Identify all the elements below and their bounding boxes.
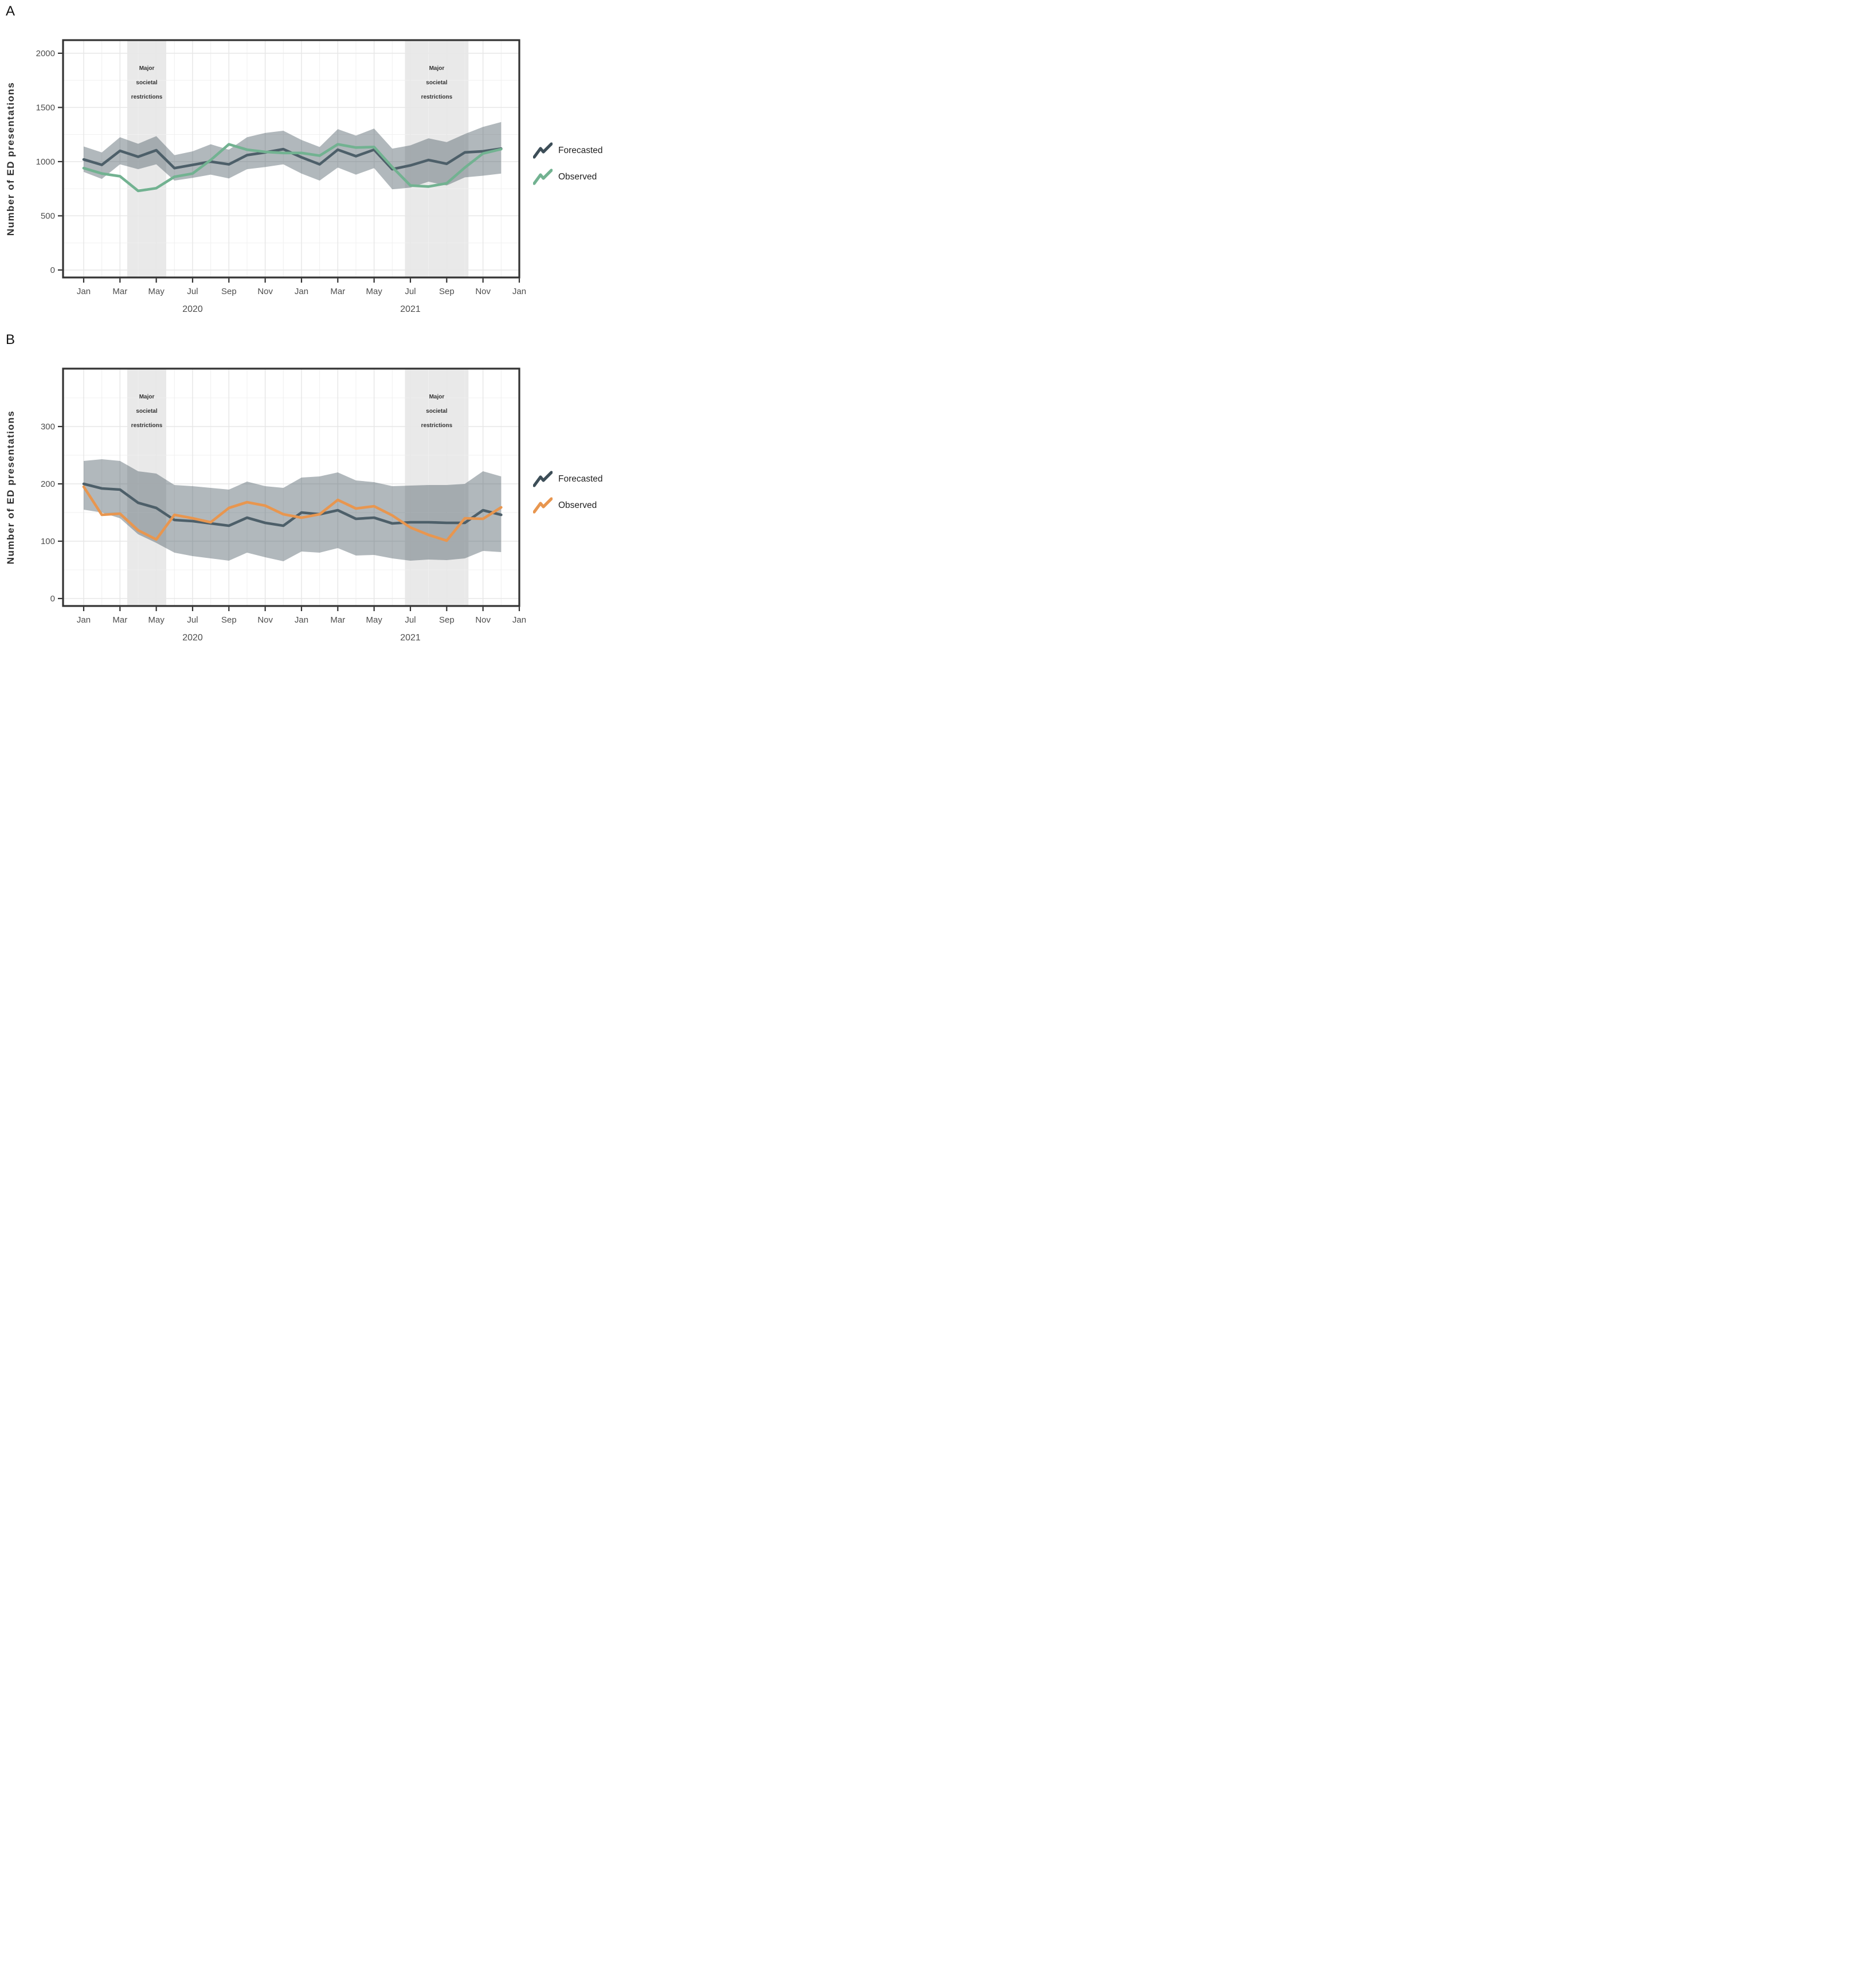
x-tick-label: Jan [77,615,91,625]
panel-a-letter: A [6,3,15,19]
panel-b-chart: Major societal restrictions Major societal re… [5,367,526,643]
year-label: 2021 [400,633,421,643]
y-tick-label: 0 [50,265,55,275]
y-tick-label: 2000 [36,49,55,58]
y-axis-title: Number of ED presentations [5,82,16,236]
x-tick-label: Jan [512,287,526,296]
legend-label-forecasted: Forecasted [558,146,603,155]
x-tick-label: Nov [475,287,491,296]
panel-b-letter: B [6,332,15,347]
x-tick-label: Jan [512,615,526,625]
panel-a-legend: Forecasted Observed [533,142,603,186]
figure-two-panel-ed-forecast: A Major societal restrictions Major societal… [0,0,625,657]
x-tick-label: May [366,615,382,625]
forecast-confidence-band [84,459,502,561]
observed-line-icon [533,169,553,185]
x-tick-label: Sep [439,287,455,296]
forecasted-line [82,482,503,527]
axis-labels: Jan Mar May Jul Sep Nov Jan Mar May Jul Sep Nov Jan 0… [36,49,526,314]
x-tick-label: Nov [475,615,491,625]
x-tick-label: Jan [295,615,308,625]
x-tick-label: Sep [439,615,455,625]
plot-border [62,39,520,279]
year-label: 2020 [182,633,203,643]
restriction-band-2 [405,369,469,606]
restriction-annotation-1: Major societal restrictions [131,394,163,429]
forecasted-line-icon [533,471,553,487]
restriction-annotation-1: Major societal restrictions [131,65,163,100]
forecasted-line-icon [533,142,553,159]
restriction-band-1 [127,40,167,277]
restriction-annotation-2: Major societal restrictions [421,394,453,429]
x-tick-label: Mar [112,287,127,296]
y-tick-label: 100 [41,537,55,546]
legend-item-forecasted: Forecasted [533,471,603,488]
legend-item-observed: Observed [533,169,603,186]
y-tick-label: 0 [50,594,55,604]
x-tick-label: May [148,287,165,296]
x-tick-label: Jul [405,615,416,625]
restriction-annotation-2: Major societal restrictions [421,65,453,100]
plot-border [62,367,520,607]
y-tick-label: 1000 [36,157,55,167]
x-tick-label: Sep [221,287,237,296]
y-tick-label: 300 [41,422,55,432]
axis-labels: Jan Mar May Jul Sep Nov Jan Mar May Jul Sep Nov Jan 0… [41,422,526,643]
x-tick-label: Mar [330,287,345,296]
x-tick-label: Jan [77,287,91,296]
year-label: 2020 [182,304,203,314]
x-tick-label: Jul [405,287,416,296]
panel-a: A Major societal restrictions Major societal… [0,0,625,328]
restriction-band-2 [405,40,469,277]
x-tick-label: Jul [187,615,198,625]
x-tick-label: Sep [221,615,237,625]
legend-label-observed: Observed [558,500,597,510]
x-tick-label: May [366,287,382,296]
observed-line [82,143,503,193]
x-tick-label: Jan [295,287,308,296]
restriction-band-1 [127,369,167,606]
legend-item-observed: Observed [533,497,603,514]
legend-label-forecasted: Forecasted [558,474,603,484]
observed-line-icon [533,497,553,514]
x-tick-label: Nov [257,615,273,625]
x-tick-label: Nov [257,287,273,296]
y-axis-title: Number of ED presentations [5,410,16,565]
legend-label-observed: Observed [558,172,597,182]
y-tick-label: 200 [41,479,55,489]
x-tick-label: Mar [112,615,127,625]
x-tick-label: Jul [187,287,198,296]
panel-b: B Major societal restrictions Major societal… [0,328,625,657]
year-label: 2021 [400,304,421,314]
x-tick-label: May [148,615,165,625]
panel-b-legend: Forecasted Observed [533,471,603,514]
y-tick-label: 500 [41,211,55,221]
observed-line [82,485,503,542]
y-tick-label: 1500 [36,103,55,112]
panel-a-chart: Major societal restrictions Major societal re… [5,39,526,314]
legend-item-forecasted: Forecasted [533,142,603,159]
x-tick-label: Mar [330,615,345,625]
